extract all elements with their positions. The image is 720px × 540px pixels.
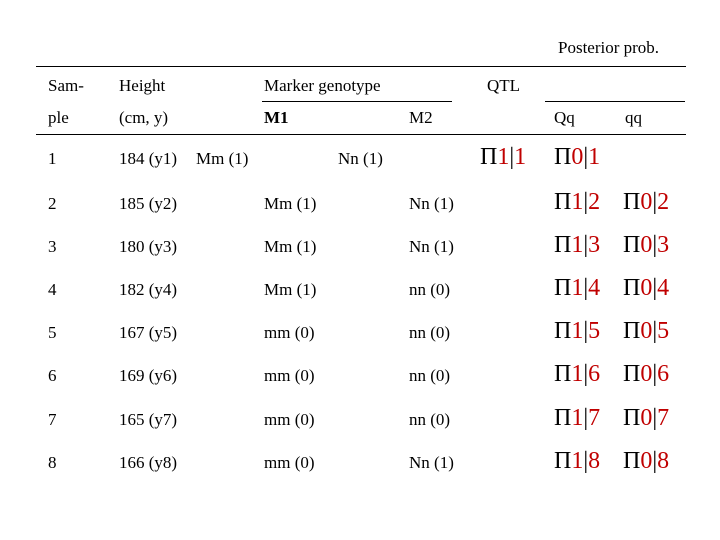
row8-m2: Nn (1) [409, 453, 454, 472]
row8-qq2-prob: Π0|8 [623, 448, 670, 474]
row1-m1: Mm (1) [196, 149, 249, 168]
row8-m1: mm (0) [264, 453, 315, 472]
row7-m1: mm (0) [264, 410, 315, 429]
row4-sample: 4 [48, 280, 57, 299]
row5-sample: 5 [48, 323, 57, 342]
row6-qq-prob: Π1|6 [554, 361, 601, 387]
marker-genotype-header: Marker genotype [264, 76, 381, 95]
qtl-header: QTL [487, 76, 521, 95]
row7-m2: nn (0) [409, 410, 451, 429]
row5-qq2-prob: Π0|5 [623, 318, 670, 344]
row5-m2: nn (0) [409, 323, 451, 342]
row8-qq-prob: Π1|8 [554, 448, 601, 474]
row5-m1: mm (0) [264, 323, 315, 342]
row2-qq2-prob: Π0|2 [623, 189, 670, 215]
row7-sample: 7 [48, 410, 57, 429]
row5-qq-prob: Π1|5 [554, 318, 601, 344]
row3-m2: Nn (1) [409, 237, 454, 256]
row2-sample: 2 [48, 194, 57, 213]
row7-height: 165 (y7) [119, 410, 178, 429]
row4-qq2-prob: Π0|4 [623, 275, 670, 301]
row3-m1: Mm (1) [264, 237, 317, 256]
marker-genotype-rule [262, 101, 452, 102]
row1-qq-prob: Π1|1 [480, 144, 527, 170]
row1-sample: 1 [48, 149, 57, 168]
row3-height: 180 (y3) [119, 237, 178, 256]
row2-qq-prob: Π1|2 [554, 189, 601, 215]
sample-header-line2: ple [48, 108, 69, 127]
height-header-line1: Height [119, 76, 166, 95]
row3-qq-prob: Π1|3 [554, 232, 601, 258]
qq-upper-header: Qq [554, 108, 575, 127]
row8-sample: 8 [48, 453, 57, 472]
posterior-prob-label: Posterior prob. [558, 38, 660, 57]
row3-sample: 3 [48, 237, 57, 256]
row5-height: 167 (y5) [119, 323, 178, 342]
row6-m2: nn (0) [409, 366, 451, 385]
row1-height: 184 (y1) [119, 149, 178, 168]
qtl-rule [545, 101, 685, 102]
row7-qq2-prob: Π0|7 [623, 405, 670, 431]
row2-m1: Mm (1) [264, 194, 317, 213]
row2-height: 185 (y2) [119, 194, 178, 213]
m2-header: M2 [409, 108, 433, 127]
row6-height: 169 (y6) [119, 366, 178, 385]
row1-qq2-prob: Π0|1 [554, 144, 601, 170]
row6-m1: mm (0) [264, 366, 315, 385]
row4-qq-prob: Π1|4 [554, 275, 601, 301]
height-header-line2: (cm, y) [119, 108, 169, 127]
m1-header: M1 [264, 108, 289, 127]
row7-qq-prob: Π1|7 [554, 405, 601, 431]
top-rule [36, 66, 686, 67]
row4-m2: nn (0) [409, 280, 451, 299]
header-rule [36, 134, 686, 135]
sample-header-line1: Sam- [48, 76, 84, 95]
row2-m2: Nn (1) [409, 194, 454, 213]
row6-qq2-prob: Π0|6 [623, 361, 670, 387]
row6-sample: 6 [48, 366, 57, 385]
qq-lower-header: qq [625, 108, 642, 127]
row8-height: 166 (y8) [119, 453, 178, 472]
row3-qq2-prob: Π0|3 [623, 232, 670, 258]
row4-height: 182 (y4) [119, 280, 178, 299]
row4-m1: Mm (1) [264, 280, 317, 299]
row1-m2: Nn (1) [338, 149, 383, 168]
